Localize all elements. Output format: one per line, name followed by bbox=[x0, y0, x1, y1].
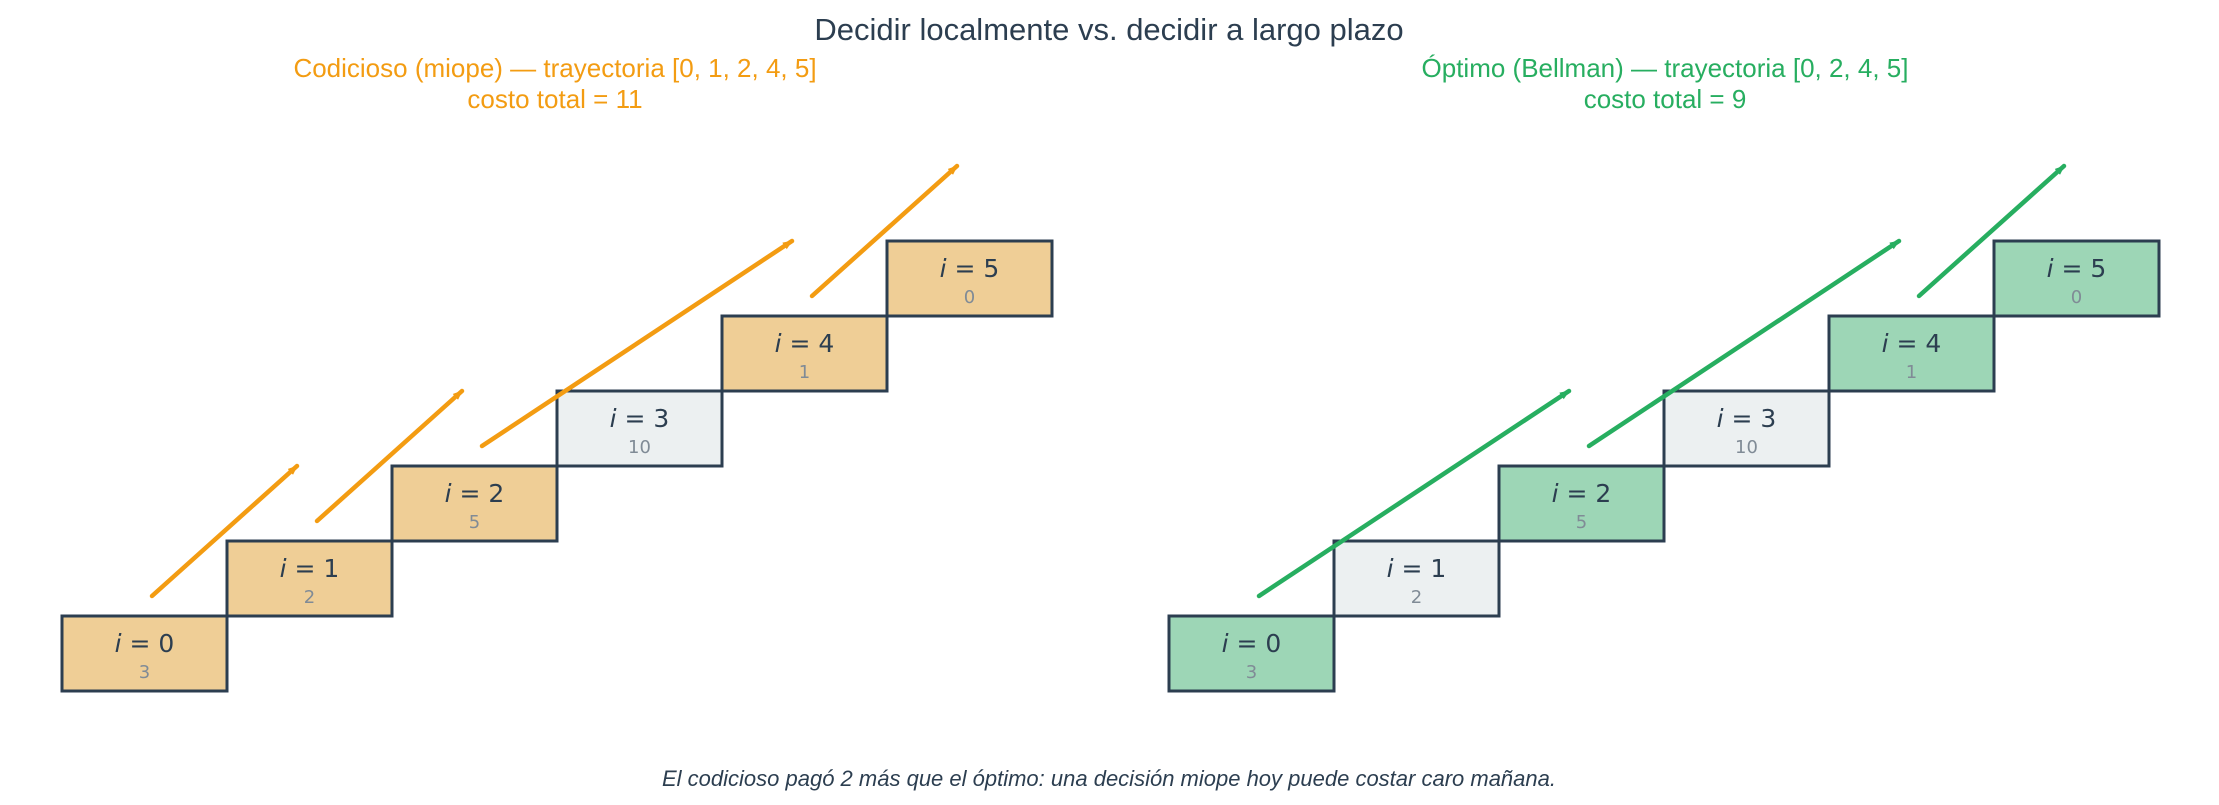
step-label: i = 0 bbox=[1222, 629, 1282, 658]
step-0: i = 0 3 bbox=[60, 614, 229, 693]
step-cost: 10 bbox=[1735, 437, 1758, 458]
transition-arrow-1-to-2 bbox=[314, 388, 465, 524]
step-label: i = 1 bbox=[280, 554, 340, 583]
step-cost: 1 bbox=[799, 362, 810, 383]
visited-step-box bbox=[1992, 239, 2161, 318]
step-2: i = 2 5 bbox=[390, 464, 559, 543]
step-label: i = 4 bbox=[775, 329, 835, 358]
step-4: i = 4 1 bbox=[1827, 314, 1996, 393]
optimal-panel: Óptimo (Bellman) — trayectoria [0, 2, 4,… bbox=[1167, 53, 2161, 693]
footnote: El codicioso pagó 2 más que el óptimo: u… bbox=[662, 766, 1556, 791]
step-cost: 2 bbox=[304, 587, 315, 608]
unvisited-step-box bbox=[555, 389, 724, 468]
visited-step-box bbox=[1167, 614, 1336, 693]
step-cost: 5 bbox=[469, 512, 480, 533]
step-1: i = 1 2 bbox=[1332, 539, 1501, 618]
panel-total-cost: costo total = 11 bbox=[467, 84, 642, 114]
figure-title: Decidir localmente vs. decidir a largo p… bbox=[814, 12, 1403, 47]
step-cost: 1 bbox=[1906, 362, 1917, 383]
step-5: i = 5 0 bbox=[1992, 239, 2161, 318]
visited-step-box bbox=[1827, 314, 1996, 393]
transition-arrow-0-to-1 bbox=[149, 463, 300, 599]
visited-step-box bbox=[60, 614, 229, 693]
step-cost: 3 bbox=[139, 662, 150, 683]
step-4: i = 4 1 bbox=[720, 314, 889, 393]
step-label: i = 2 bbox=[445, 479, 505, 508]
visited-step-box bbox=[720, 314, 889, 393]
step-cost: 10 bbox=[628, 437, 651, 458]
unvisited-step-box bbox=[1332, 539, 1501, 618]
step-0: i = 0 3 bbox=[1167, 614, 1336, 693]
step-cost: 0 bbox=[964, 287, 975, 308]
visited-step-box bbox=[225, 539, 394, 618]
step-label: i = 3 bbox=[610, 404, 670, 433]
step-label: i = 1 bbox=[1387, 554, 1447, 583]
step-label: i = 4 bbox=[1882, 329, 1942, 358]
step-cost: 2 bbox=[1411, 587, 1422, 608]
step-label: i = 5 bbox=[940, 254, 1000, 283]
step-5: i = 5 0 bbox=[885, 239, 1054, 318]
step-cost: 3 bbox=[1246, 662, 1257, 683]
step-cost: 0 bbox=[2071, 287, 2082, 308]
unvisited-step-box bbox=[1662, 389, 1831, 468]
step-label: i = 2 bbox=[1552, 479, 1612, 508]
step-3: i = 3 10 bbox=[1662, 389, 1831, 468]
panel-title: Óptimo (Bellman) — trayectoria [0, 2, 4,… bbox=[1422, 53, 1909, 83]
transition-arrow-4-to-5 bbox=[809, 163, 960, 299]
step-cost: 5 bbox=[1576, 512, 1587, 533]
panel-total-cost: costo total = 9 bbox=[1584, 84, 1747, 114]
greedy-panel: Codicioso (miope) — trayectoria [0, 1, 2… bbox=[60, 53, 1054, 693]
visited-step-box bbox=[885, 239, 1054, 318]
step-1: i = 1 2 bbox=[225, 539, 394, 618]
step-label: i = 0 bbox=[115, 629, 175, 658]
step-label: i = 3 bbox=[1717, 404, 1777, 433]
step-label: i = 5 bbox=[2047, 254, 2107, 283]
visited-step-box bbox=[1497, 464, 1666, 543]
transition-arrow-2-to-4 bbox=[1586, 238, 1902, 449]
transition-arrow-2-to-4 bbox=[479, 238, 795, 449]
panel-title: Codicioso (miope) — trayectoria [0, 1, 2… bbox=[293, 53, 816, 83]
transition-arrow-0-to-2 bbox=[1256, 388, 1572, 599]
step-3: i = 3 10 bbox=[555, 389, 724, 468]
transition-arrow-4-to-5 bbox=[1916, 163, 2067, 299]
visited-step-box bbox=[390, 464, 559, 543]
step-2: i = 2 5 bbox=[1497, 464, 1666, 543]
